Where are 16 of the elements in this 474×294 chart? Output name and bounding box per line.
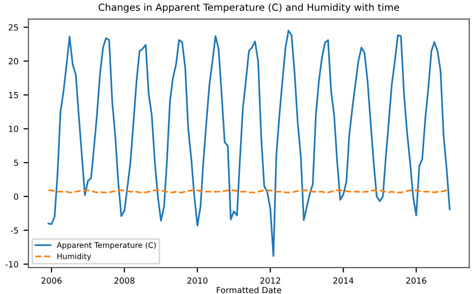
x-axis-title: Formatted Date [216,286,282,294]
x-tick-label: 2016 [406,277,426,284]
y-tick-label: 10 [9,126,18,132]
y-tick-label: 25 [8,24,18,31]
x-tick-label: 2006 [42,277,62,284]
y-tick-label: 0 [14,193,18,200]
y-tick-label: 20 [8,58,18,64]
x-tick-label: 2014 [333,277,354,284]
x-tick-label: 2012 [260,277,280,284]
x-tick-label: 2010 [187,277,208,284]
x-tick-label: 2008 [114,277,134,284]
y-tick-label: -10 [6,261,18,268]
y-tick-label: 15 [9,92,18,98]
y-tick-label: 5 [14,160,18,166]
y-tick-label: -5 [10,227,18,234]
chart-title: Changes in Apparent Temperature (C) and Humidity with time [98,3,400,13]
